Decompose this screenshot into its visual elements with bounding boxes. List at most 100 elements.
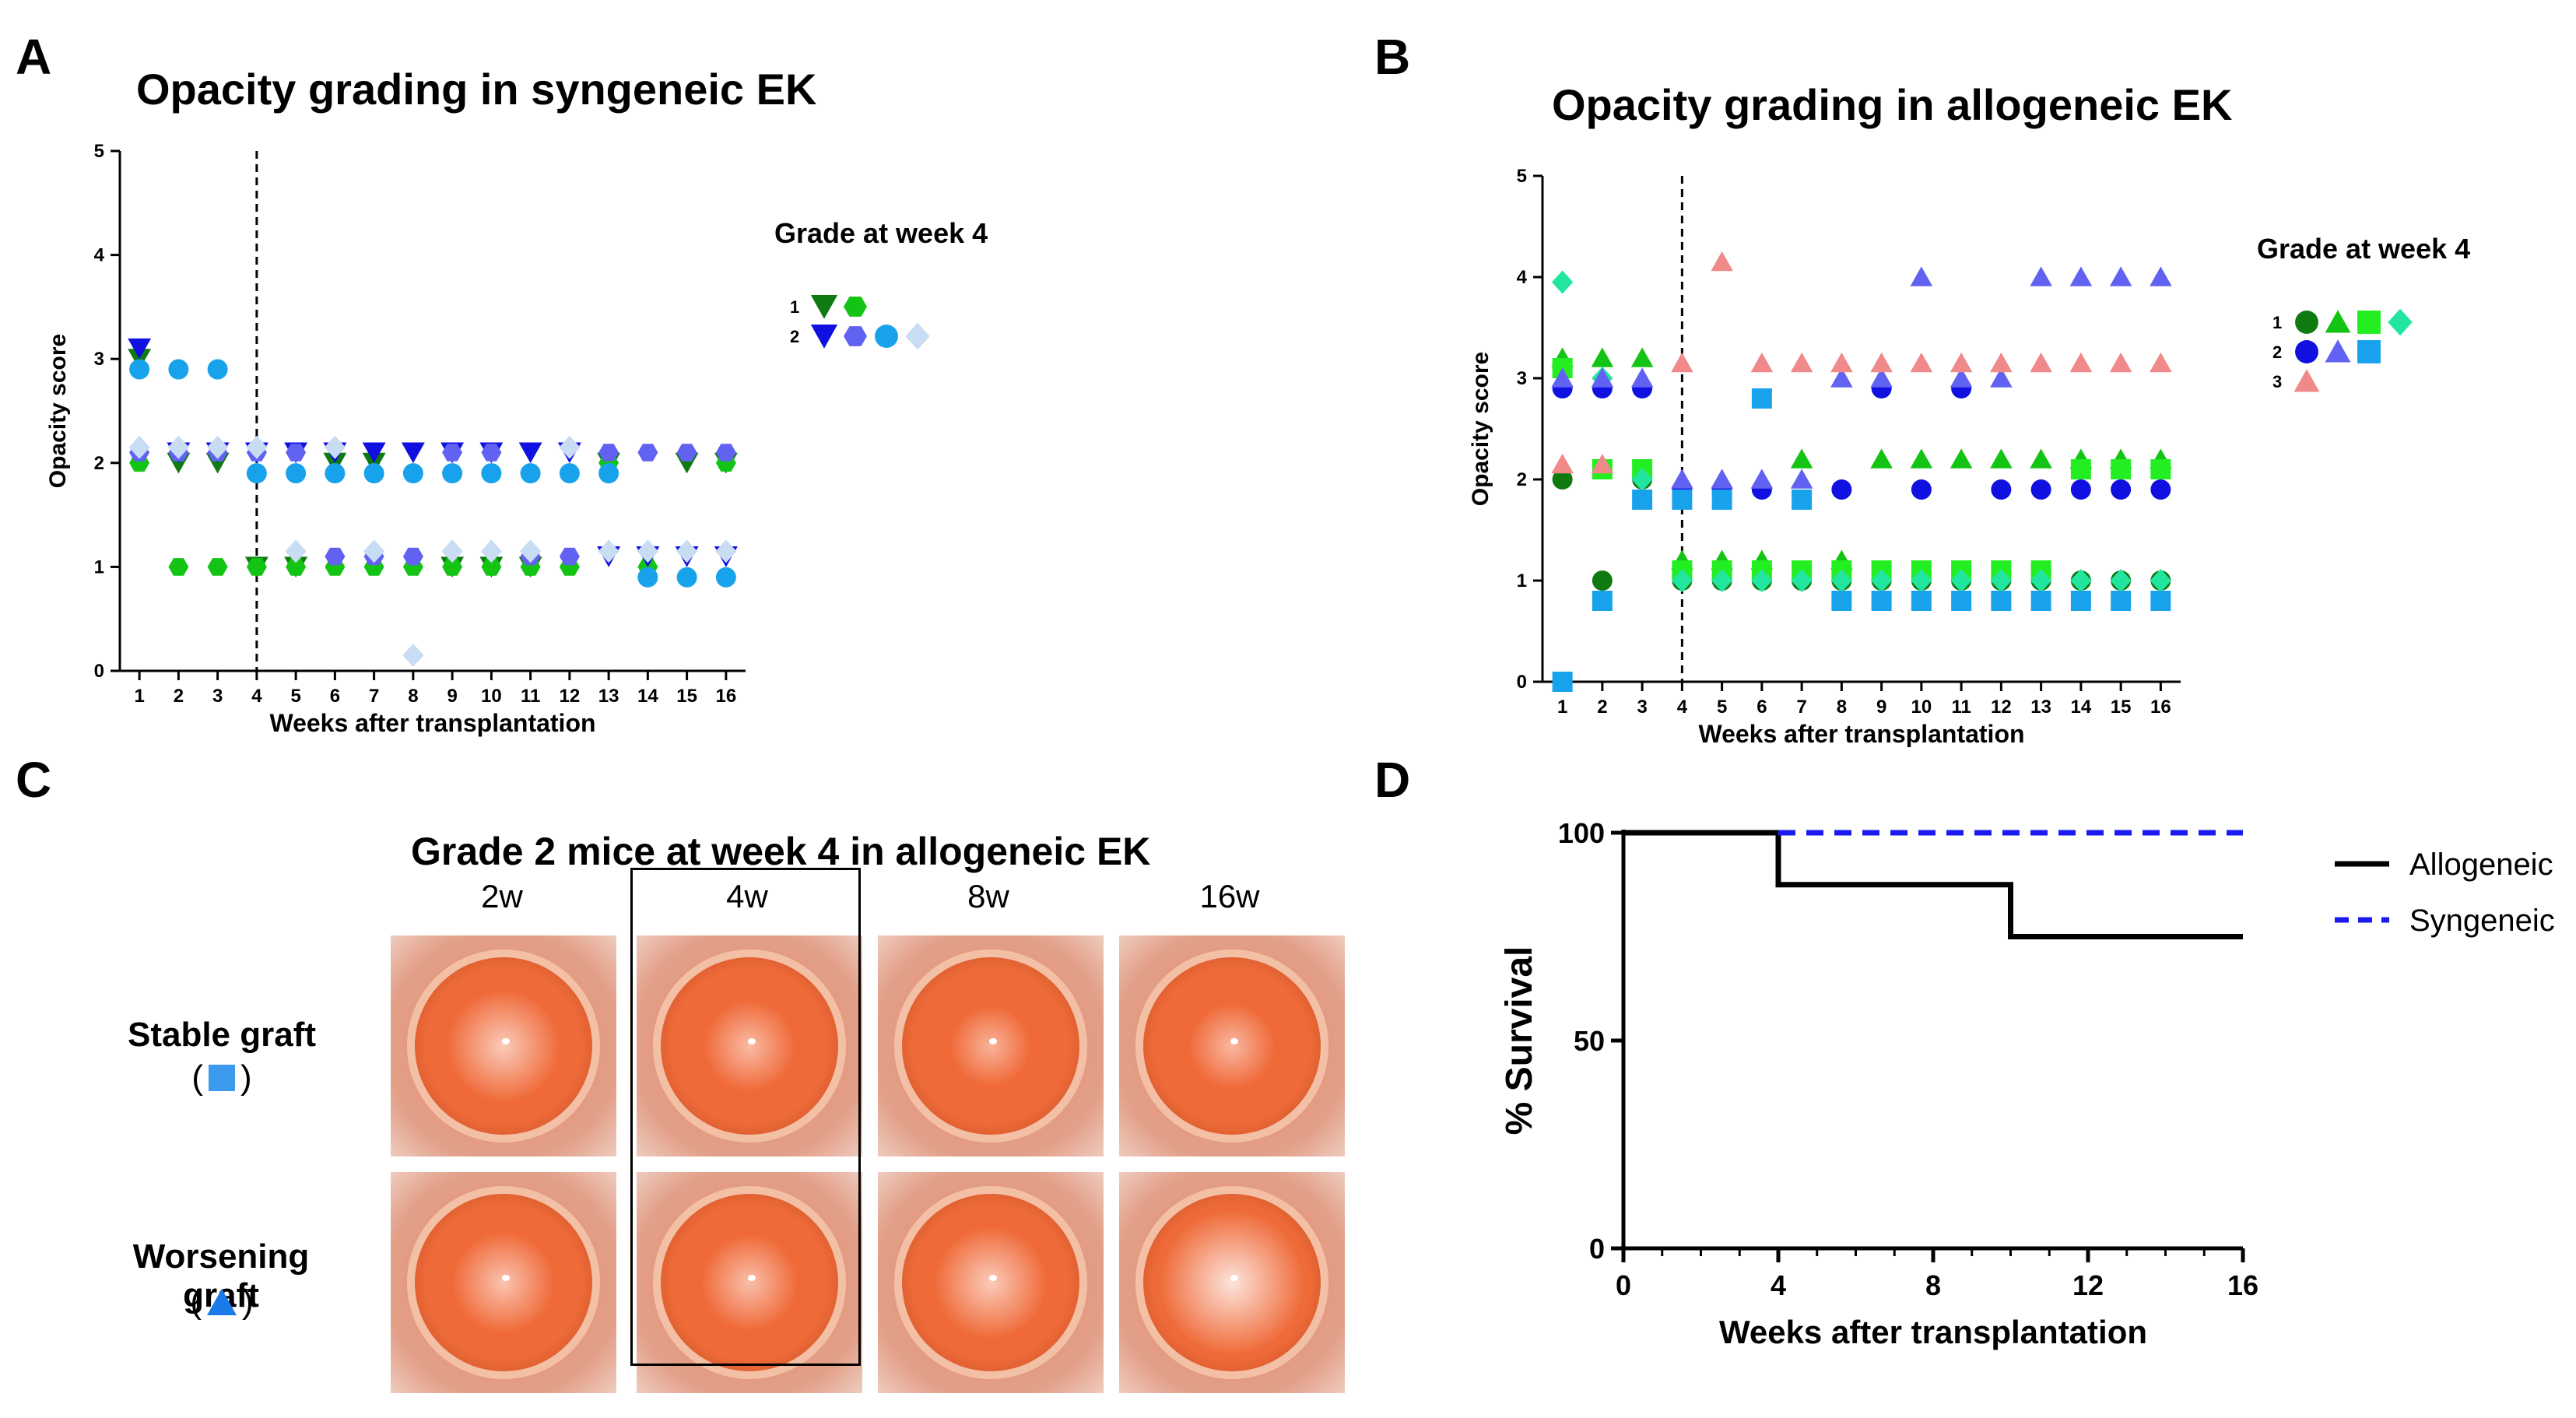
data-point (1870, 352, 1893, 373)
x-tick-label: 11 (1951, 697, 1971, 718)
x-tick-label: 9 (1876, 697, 1886, 718)
chart-d-survival: 0 50 100 0 4 8 12 16 Weeks after transplantation… (1499, 817, 2555, 1350)
column-label-8w: 8w (967, 878, 1009, 914)
data-point (2150, 591, 2171, 611)
panel-letter-c: C (16, 752, 52, 808)
data-point (481, 463, 502, 484)
data-point (2030, 569, 2052, 592)
row-marker-worsening: () (121, 1283, 323, 1321)
data-point (1951, 591, 1972, 611)
x-tick-label: 8 (408, 686, 418, 707)
legend-marker (875, 325, 898, 348)
legend-marker (2357, 340, 2381, 363)
data-point (442, 558, 463, 576)
x-tick-label: 7 (369, 686, 379, 707)
data-point (1950, 367, 1973, 388)
column-label-2w: 2w (481, 878, 523, 914)
legend-marker (2388, 308, 2413, 336)
data-point (1870, 367, 1893, 388)
blue-square-marker-icon (209, 1065, 235, 1091)
x-tick-label: 4 (1771, 1269, 1786, 1301)
data-point (325, 547, 346, 566)
data-point (1910, 448, 1933, 469)
data-point (2069, 352, 2093, 373)
data-point (2030, 266, 2052, 286)
data-point (1831, 591, 1852, 611)
x-tick-label: 15 (676, 686, 697, 707)
x-tick-label: 15 (2111, 697, 2132, 718)
data-point (520, 463, 541, 484)
data-point (1792, 490, 1813, 510)
x-tick-label: 11 (521, 686, 540, 707)
y-tick-label: 2 (94, 453, 104, 474)
data-point (2150, 266, 2172, 286)
data-point (1911, 479, 1932, 500)
data-point (442, 463, 463, 484)
data-point (1990, 367, 2013, 388)
data-point (285, 539, 307, 563)
data-point (1552, 672, 1573, 692)
x-tick-label: 5 (1717, 697, 1727, 718)
legend-marker (2325, 310, 2351, 333)
data-point (559, 547, 580, 566)
y-tick-label: 3 (94, 349, 104, 370)
legend-label: Allogeneic (2409, 848, 2553, 882)
data-point (637, 567, 658, 588)
x-tick-label: 13 (598, 686, 619, 707)
x-tick-label: 8 (1925, 1269, 1941, 1301)
data-point (2070, 459, 2091, 479)
panel-c: Grade 2 mice at week 4 in allogeneic EK … (0, 747, 1370, 1418)
data-point (715, 567, 736, 588)
y-axis-label: % Survival (1499, 946, 1540, 1135)
data-point (2150, 569, 2172, 592)
row-label-stable-graft: Stable graft (127, 1016, 317, 1054)
data-point (324, 435, 346, 459)
data-point (637, 539, 659, 563)
open-paren: ( (190, 1283, 202, 1321)
x-tick-label: 10 (481, 686, 502, 707)
y-tick-label: 3 (1517, 368, 1527, 389)
eye-photo (1119, 935, 1345, 1157)
x-tick-label: 5 (290, 686, 300, 707)
y-tick-label: 4 (1517, 267, 1528, 288)
data-point (676, 444, 697, 462)
legend-row-label: 1 (790, 297, 799, 317)
data-point (441, 539, 463, 563)
week4-highlight-frame (630, 868, 861, 1366)
data-point (1751, 569, 1773, 592)
x-tick-label: 8 (1837, 697, 1847, 718)
data-point (1671, 569, 1693, 592)
panel-letter-d: D (1374, 752, 1411, 808)
data-point (1871, 591, 1892, 611)
data-point (167, 435, 190, 459)
data-point (286, 463, 307, 484)
row-marker-stable: () (121, 1058, 323, 1097)
x-tick-label: 4 (251, 686, 262, 707)
data-point (1672, 490, 1693, 510)
data-point (1630, 367, 1654, 388)
legend-marker (2293, 369, 2320, 392)
data-point (1830, 352, 1853, 373)
data-point (1830, 367, 1853, 388)
data-point (128, 338, 152, 360)
data-point (1711, 251, 1733, 272)
data-point (1791, 569, 1813, 592)
data-point (362, 442, 386, 464)
data-point (1950, 569, 1972, 592)
data-point (518, 442, 542, 464)
y-tick-label: 0 (1517, 672, 1527, 693)
legend-marker (2357, 311, 2381, 334)
legend-row-label: 1 (2272, 313, 2282, 332)
legend-row-label: 2 (2272, 342, 2282, 362)
y-tick-label: 50 (1574, 1025, 1605, 1057)
x-tick-label: 4 (1677, 697, 1688, 718)
data-point (2030, 352, 2052, 373)
legend-title: Grade at week 4 (774, 217, 988, 249)
y-tick-label: 5 (94, 141, 104, 162)
survival-line-allogeneic (1623, 830, 2243, 939)
data-point (1631, 468, 1653, 491)
legend-title: Grade at week 4 (2257, 233, 2470, 265)
data-point (1711, 490, 1732, 510)
data-point (2070, 479, 2091, 500)
